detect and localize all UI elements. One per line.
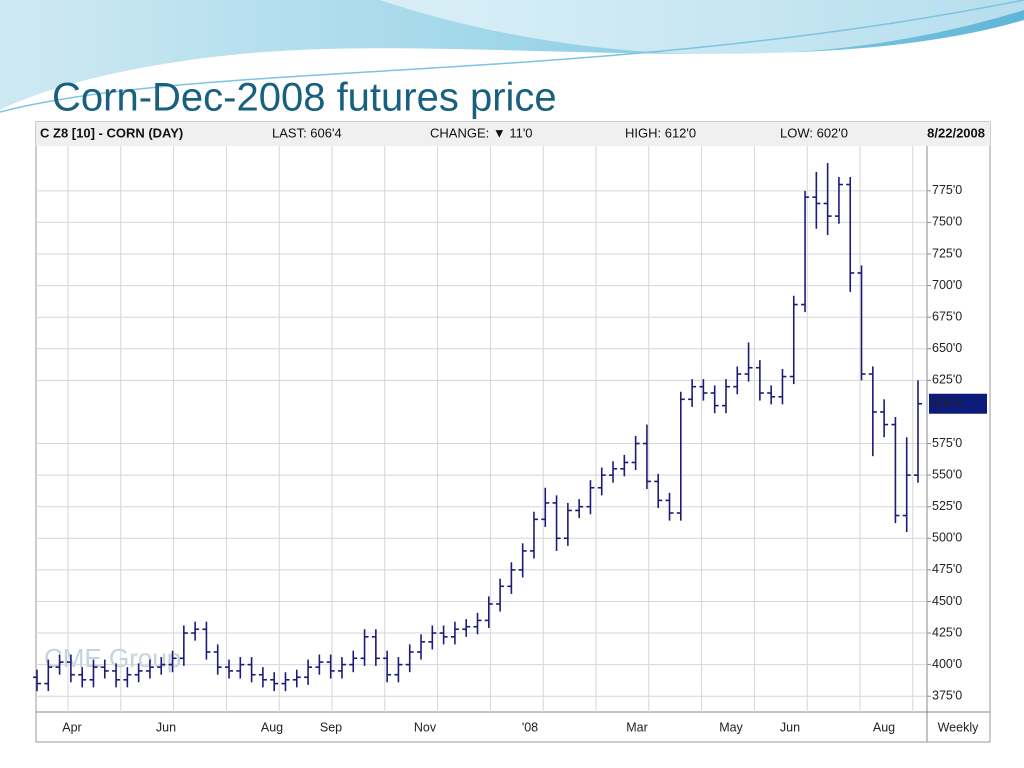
x-tick-label: Jun — [156, 720, 176, 734]
x-tick-label: Aug — [261, 720, 283, 734]
y-tick-label: 525'0 — [932, 499, 962, 513]
x-tick-label: Nov — [414, 720, 437, 734]
y-tick-label: 400'0 — [932, 657, 962, 671]
swoosh-highlight — [380, 0, 1024, 55]
x-tick-label: Aug — [873, 720, 895, 734]
symbol: C Z8 [10] - CORN (DAY) — [40, 125, 183, 140]
y-tick-label: 725'0 — [932, 246, 962, 260]
chart-header — [36, 122, 990, 146]
y-tick-label: 475'0 — [932, 562, 962, 576]
x-tick-label: Apr — [62, 720, 81, 734]
y-tick-label: 375'0 — [932, 689, 962, 703]
x-tick-label: Sep — [320, 720, 342, 734]
swoosh-line — [0, 0, 1024, 113]
last: LAST: 606'4 — [272, 125, 342, 140]
y-tick-label: 575'0 — [932, 436, 962, 450]
y-tick-label: 425'0 — [932, 625, 962, 639]
slide-title: Corn-Dec-2008 futures price — [52, 76, 557, 120]
y-tick-label: 650'0 — [932, 341, 962, 355]
x-tick-label: '08 — [522, 720, 538, 734]
y-tick-label: 500'0 — [932, 531, 962, 545]
high: HIGH: 612'0 — [625, 125, 696, 140]
x-tick-label: May — [719, 720, 743, 734]
period: Weekly — [938, 720, 980, 734]
x-tick-label: Mar — [626, 720, 648, 734]
y-tick-label: 625'0 — [932, 373, 962, 387]
y-tick-label: 775'0 — [932, 183, 962, 197]
y-tick-label: 450'0 — [932, 594, 962, 608]
last-marker — [929, 393, 987, 414]
y-tick-label: 750'0 — [932, 215, 962, 229]
y-tick-label: 550'0 — [932, 467, 962, 481]
last-marker-label: 606'4 — [932, 396, 962, 410]
low: LOW: 602'0 — [780, 125, 848, 140]
y-tick-label: 675'0 — [932, 309, 962, 323]
change: CHANGE: ▼ 11'0 — [430, 125, 533, 140]
x-tick-label: Jun — [780, 720, 800, 734]
date: 8/22/2008 — [927, 125, 985, 140]
y-tick-label: 700'0 — [932, 278, 962, 292]
